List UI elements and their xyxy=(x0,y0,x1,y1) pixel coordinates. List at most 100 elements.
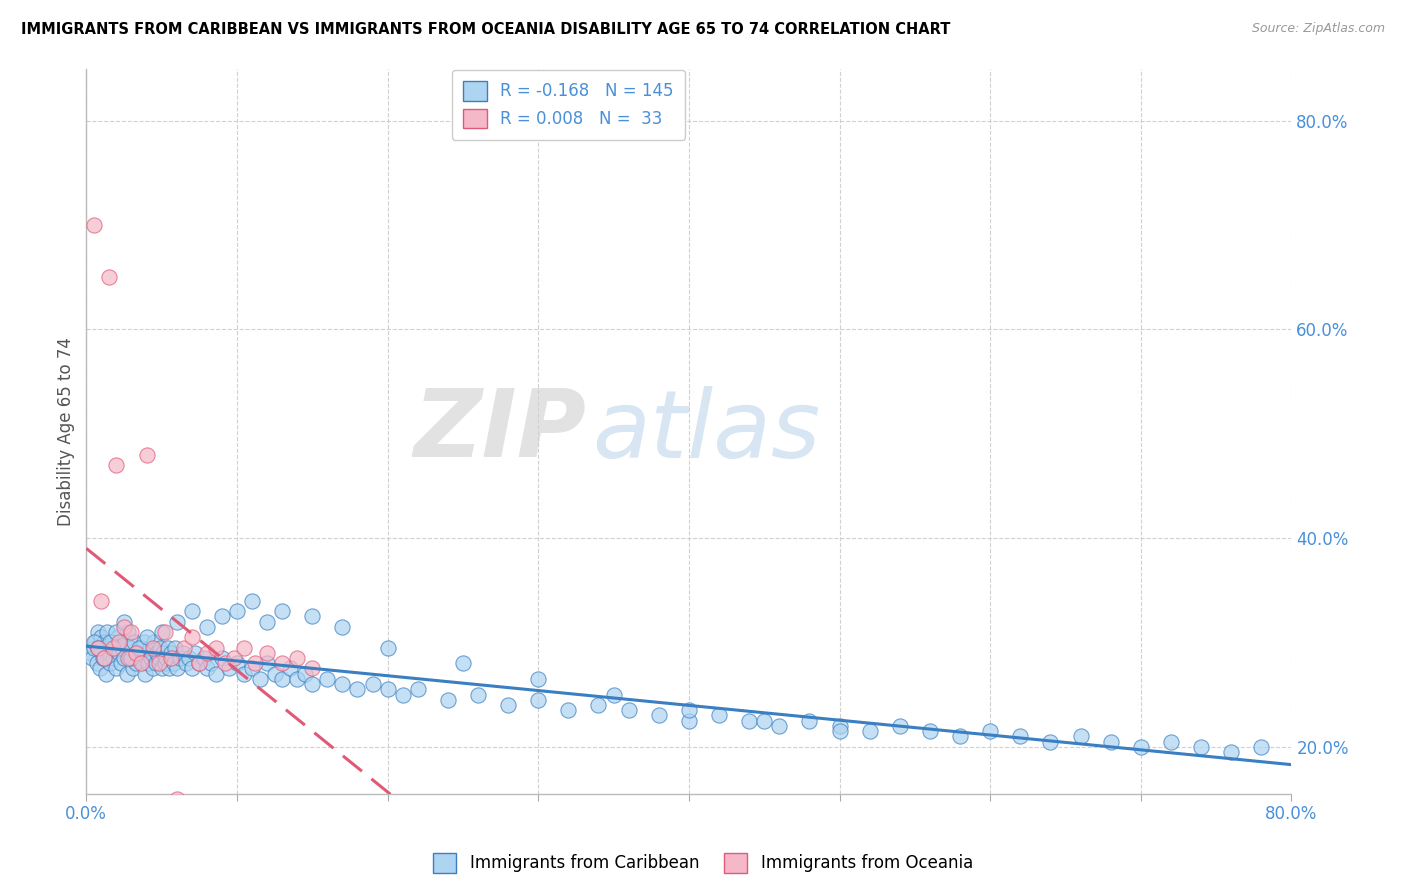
Point xyxy=(83,635,105,649)
Point xyxy=(285,672,308,686)
Point xyxy=(96,624,118,639)
Point xyxy=(193,651,215,665)
Point xyxy=(332,818,354,832)
Point xyxy=(84,635,107,649)
Point xyxy=(602,688,624,702)
Point xyxy=(588,698,610,712)
Point xyxy=(301,661,323,675)
Point xyxy=(132,635,155,649)
Point xyxy=(211,651,233,665)
Point xyxy=(226,604,249,618)
Point xyxy=(301,609,323,624)
Point xyxy=(112,615,135,629)
Point xyxy=(128,640,150,655)
Point xyxy=(121,651,143,665)
Point xyxy=(1220,745,1243,759)
Point xyxy=(82,651,104,665)
Point xyxy=(122,661,145,675)
Point xyxy=(108,635,131,649)
Point xyxy=(138,640,160,655)
Point xyxy=(271,672,294,686)
Text: ZIP: ZIP xyxy=(413,385,586,477)
Point xyxy=(451,657,474,671)
Point xyxy=(104,640,127,655)
Point xyxy=(117,651,139,665)
Point xyxy=(233,666,256,681)
Point xyxy=(135,646,157,660)
Point xyxy=(97,270,120,285)
Point xyxy=(271,657,294,671)
Point xyxy=(148,651,170,665)
Point xyxy=(134,666,156,681)
Point xyxy=(184,646,207,660)
Point xyxy=(240,593,263,607)
Point xyxy=(527,692,550,706)
Point xyxy=(153,624,176,639)
Point xyxy=(142,661,165,675)
Legend: Immigrants from Caribbean, Immigrants from Oceania: Immigrants from Caribbean, Immigrants fr… xyxy=(426,847,980,880)
Point xyxy=(103,640,125,655)
Point xyxy=(1039,734,1062,748)
Point xyxy=(125,657,148,671)
Point xyxy=(218,661,240,675)
Point xyxy=(173,640,195,655)
Point xyxy=(377,682,399,697)
Point xyxy=(129,640,152,655)
Point xyxy=(707,708,730,723)
Point xyxy=(94,666,117,681)
Point xyxy=(129,657,152,671)
Point xyxy=(121,640,143,655)
Point xyxy=(177,651,200,665)
Point xyxy=(195,620,218,634)
Point xyxy=(100,657,122,671)
Point xyxy=(249,672,271,686)
Point xyxy=(180,604,202,618)
Point xyxy=(211,609,233,624)
Point xyxy=(152,646,174,660)
Point xyxy=(166,615,188,629)
Point xyxy=(117,624,139,639)
Point xyxy=(754,714,776,728)
Text: IMMIGRANTS FROM CARIBBEAN VS IMMIGRANTS FROM OCEANIA DISABILITY AGE 65 TO 74 COR: IMMIGRANTS FROM CARIBBEAN VS IMMIGRANTS … xyxy=(21,22,950,37)
Point xyxy=(91,651,114,665)
Point xyxy=(437,692,460,706)
Point xyxy=(118,651,141,665)
Point xyxy=(200,657,222,671)
Point xyxy=(90,630,112,644)
Point xyxy=(316,672,339,686)
Point xyxy=(1070,729,1092,743)
Point xyxy=(163,657,186,671)
Point xyxy=(125,646,148,660)
Point xyxy=(83,218,105,232)
Point xyxy=(918,724,941,739)
Point xyxy=(135,630,157,644)
Point xyxy=(243,657,266,671)
Point xyxy=(256,615,278,629)
Point xyxy=(115,666,138,681)
Point xyxy=(377,640,399,655)
Point xyxy=(150,661,173,675)
Point xyxy=(205,640,228,655)
Point xyxy=(128,651,150,665)
Point xyxy=(214,657,236,671)
Text: Source: ZipAtlas.com: Source: ZipAtlas.com xyxy=(1251,22,1385,36)
Point xyxy=(89,661,111,675)
Point xyxy=(738,714,761,728)
Point xyxy=(112,620,135,634)
Point xyxy=(166,792,188,806)
Point xyxy=(110,657,132,671)
Point xyxy=(97,646,120,660)
Point xyxy=(768,719,790,733)
Legend: R = -0.168   N = 145, R = 0.008   N =  33: R = -0.168 N = 145, R = 0.008 N = 33 xyxy=(451,70,685,140)
Point xyxy=(166,661,188,675)
Point xyxy=(159,651,181,665)
Point xyxy=(889,719,911,733)
Point xyxy=(136,657,159,671)
Point xyxy=(285,651,308,665)
Point xyxy=(406,682,429,697)
Point xyxy=(278,661,301,675)
Point xyxy=(157,661,180,675)
Point xyxy=(233,640,256,655)
Point xyxy=(1129,739,1152,754)
Point xyxy=(153,657,176,671)
